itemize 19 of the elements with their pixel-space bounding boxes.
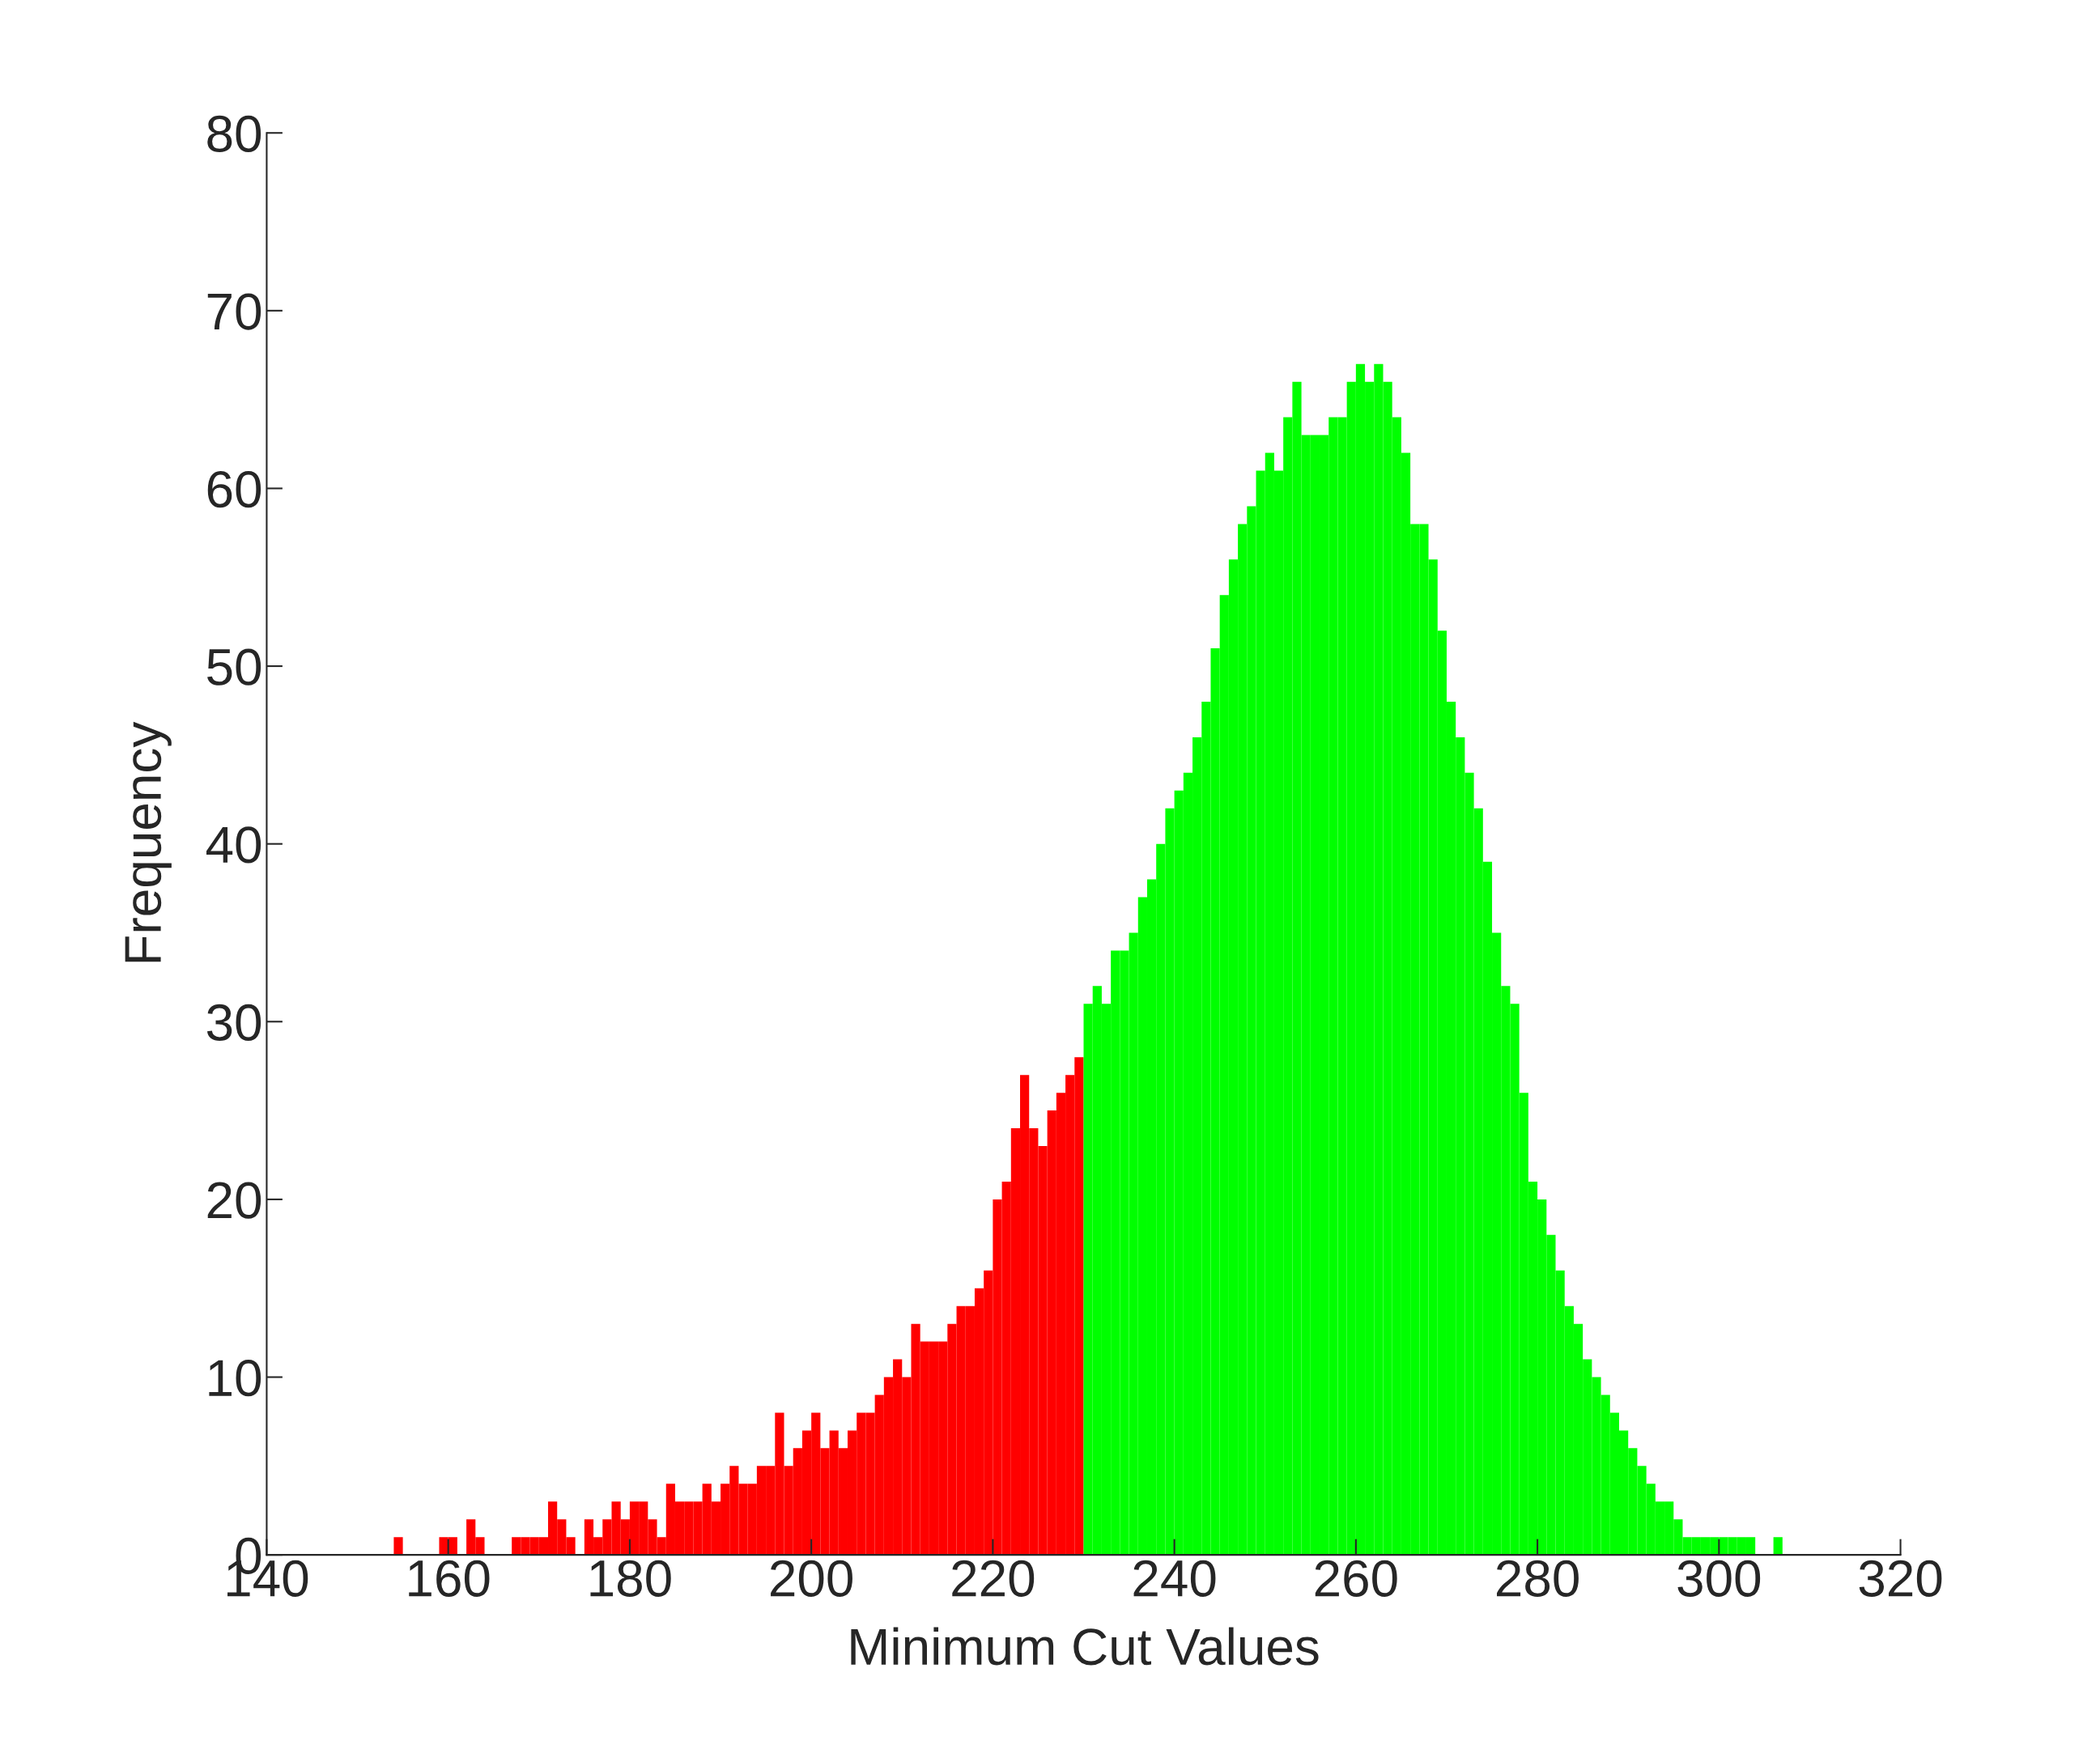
y-tick-label: 50 bbox=[207, 648, 261, 686]
x-tick-label: 200 bbox=[771, 1560, 852, 1597]
x-axis-title: Minimum Cut Values bbox=[851, 1627, 1319, 1666]
y-tick-label: 70 bbox=[207, 293, 261, 330]
y-tick-label: 80 bbox=[207, 115, 261, 153]
x-tick-label: 180 bbox=[590, 1560, 671, 1597]
x-tick-label: 240 bbox=[1133, 1560, 1216, 1597]
x-tick-label: 280 bbox=[1497, 1560, 1579, 1597]
x-tick-label: 300 bbox=[1677, 1560, 1761, 1597]
y-tick-label: 20 bbox=[207, 1182, 261, 1219]
y-tick-label: 60 bbox=[207, 471, 261, 508]
x-tick-label: 160 bbox=[409, 1560, 490, 1597]
y-axis-title: Frequency bbox=[125, 721, 172, 962]
y-tick-label: 30 bbox=[206, 1004, 261, 1042]
x-tick-label: 260 bbox=[1315, 1560, 1397, 1597]
y-tick-label: 10 bbox=[209, 1360, 261, 1397]
y-tick-label: 40 bbox=[206, 826, 261, 864]
x-tick-label: 220 bbox=[952, 1560, 1035, 1597]
x-tick-label: 320 bbox=[1859, 1560, 1942, 1597]
